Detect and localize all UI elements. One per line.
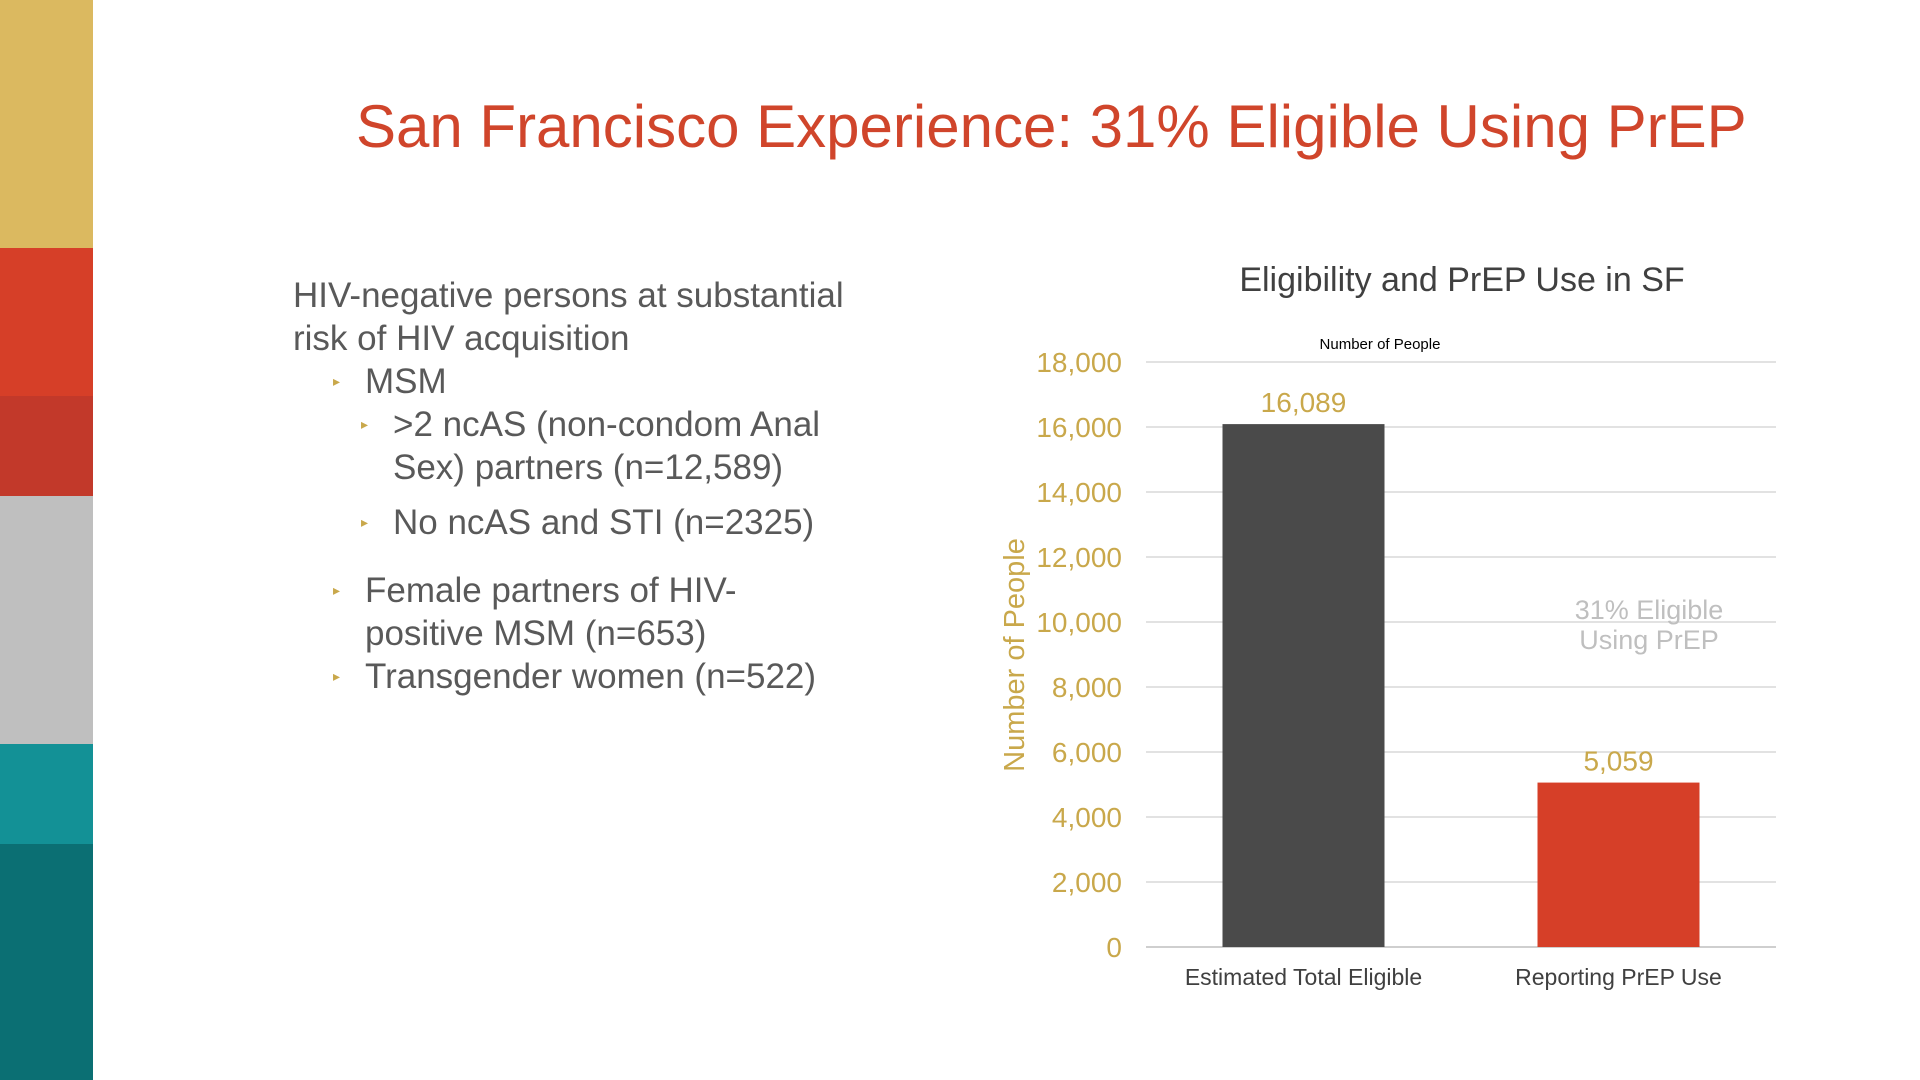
y-tick-label: 12,000	[1036, 542, 1122, 573]
bullet-marker-icon: ▸	[361, 514, 369, 530]
y-tick-labels: 0 2,000 4,000 6,000 8,000 10,000 12,000 14,000 1…	[1036, 347, 1122, 963]
data-label: 5,059	[1583, 746, 1653, 777]
body-text: HIV-negative persons at substantial risk…	[293, 274, 913, 698]
data-label: 16,089	[1261, 387, 1347, 418]
y-tick-label: 6,000	[1052, 737, 1122, 768]
strip-band-gray	[0, 496, 93, 744]
strip-band-dark-teal	[0, 844, 93, 1080]
annotation-line-1: 31% Eligible	[1575, 595, 1724, 625]
strip-band-red	[0, 248, 93, 396]
data-labels: 16,089 5,059	[1261, 387, 1654, 776]
intro-line-1: HIV-negative persons at substantial	[293, 276, 844, 315]
bullet-marker-icon: ▸	[333, 582, 341, 598]
x-tick-label: Estimated Total Eligible	[1185, 964, 1422, 990]
bullet-text: No ncAS and STI (n=2325)	[393, 503, 815, 542]
gridlines	[1146, 361, 1776, 948]
y-tick-label: 2,000	[1052, 867, 1122, 898]
bullet-transgender-women: ▸ Transgender women (n=522)	[293, 655, 913, 698]
x-tick-labels: Estimated Total Eligible Reporting PrEP U…	[1185, 964, 1722, 990]
bullet-text-line-1: >2 ncAS (non-condom Anal	[393, 405, 821, 444]
intro-text: HIV-negative persons at substantial risk…	[293, 274, 913, 360]
y-tick-label: 18,000	[1036, 347, 1122, 378]
bullet-text: Transgender women (n=522)	[365, 657, 817, 696]
bars	[1222, 424, 1700, 947]
bullet-ncas-partners: ▸ >2 ncAS (non-condom Anal Sex) partners…	[293, 403, 913, 489]
y-tick-label: 14,000	[1036, 477, 1122, 508]
y-axis-label: Number of People	[999, 538, 1031, 772]
slide-title: San Francisco Experience: 31% Eligible U…	[356, 93, 1747, 160]
bullet-marker-icon: ▸	[333, 668, 341, 684]
color-strip	[0, 0, 93, 1080]
bullet-text-line-2: Sex) partners (n=12,589)	[393, 448, 784, 487]
bullet-text: MSM	[365, 362, 447, 401]
bullet-text-line-2: positive MSM (n=653)	[365, 614, 707, 653]
chart-title: Eligibility and PrEP Use in SF	[1239, 261, 1684, 299]
bullet-female-partners: ▸ Female partners of HIV- positive MSM (…	[293, 569, 913, 655]
chart-subtitle: Number of People	[1320, 336, 1441, 353]
strip-band-gold	[0, 0, 93, 248]
x-tick-label: Reporting PrEP Use	[1515, 964, 1722, 990]
bullet-msm: ▸ MSM	[293, 360, 913, 403]
y-tick-label: 0	[1106, 932, 1122, 963]
bullet-marker-icon: ▸	[333, 373, 341, 389]
y-tick-label: 8,000	[1052, 672, 1122, 703]
intro-line-2: risk of HIV acquisition	[293, 319, 630, 358]
bar	[1537, 782, 1700, 947]
y-tick-label: 4,000	[1052, 802, 1122, 833]
strip-band-dark-red	[0, 396, 93, 496]
y-tick-label: 16,000	[1036, 412, 1122, 443]
strip-band-teal	[0, 744, 93, 844]
bullet-text-line-1: Female partners of HIV-	[365, 571, 737, 610]
y-tick-label: 10,000	[1036, 607, 1122, 638]
bar	[1222, 424, 1385, 947]
bullet-marker-icon: ▸	[361, 416, 369, 432]
annotation-line-2: Using PrEP	[1579, 625, 1719, 655]
bullet-no-ncas-sti: ▸ No ncAS and STI (n=2325)	[293, 501, 913, 544]
